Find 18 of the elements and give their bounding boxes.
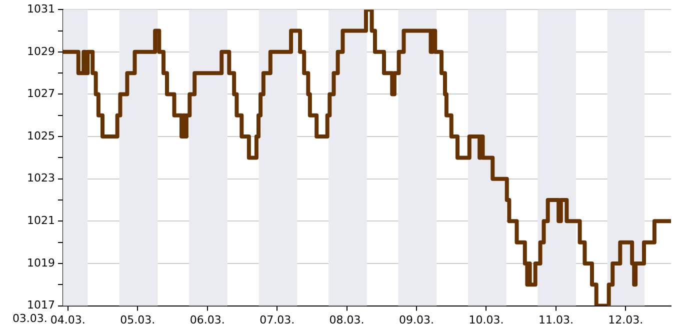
y-tick-label: 1027 <box>26 87 55 100</box>
x-tick-label: 08.03. <box>329 313 364 326</box>
y-tick-label: 1023 <box>26 172 55 185</box>
y-tick-label: 1029 <box>26 44 55 58</box>
x-tick-label: 10.03. <box>468 313 504 326</box>
x-tick-label: 09.03. <box>399 313 434 326</box>
x-tick-label: 05.03. <box>120 313 156 326</box>
y-tick-label: 1025 <box>26 129 55 142</box>
x-tick-label: 11.03. <box>538 313 574 326</box>
text: 03.03. <box>12 312 48 326</box>
x-tick-label: 04.03. <box>50 313 86 326</box>
y-tick-label: 1031 <box>26 2 55 16</box>
x-tick-label: 06.03. <box>190 313 225 326</box>
y-tick-label: 1021 <box>26 214 55 228</box>
x-tick-label: 12.03. <box>608 313 644 326</box>
y-tick-label: 1017 <box>26 298 55 312</box>
y-tick-label: 1019 <box>26 256 55 270</box>
x-tick-label: 07.03. <box>260 313 295 326</box>
